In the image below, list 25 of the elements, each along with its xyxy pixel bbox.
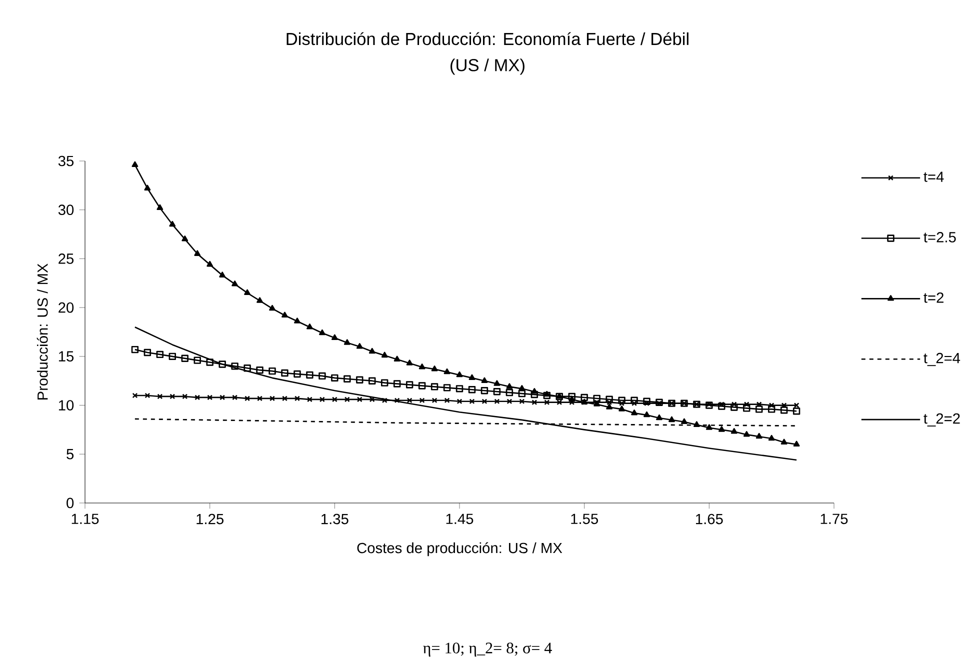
x-tick-label: 1.15: [72, 514, 99, 524]
legend-label: t=4: [924, 172, 944, 182]
x-tick-label: 1.45: [446, 514, 474, 524]
legend-label: t_2=2: [924, 413, 960, 426]
x-tick-label: 1.35: [322, 514, 348, 524]
x-tick-label: 1.65: [696, 514, 723, 524]
y-tick-label: 15: [58, 351, 74, 362]
text: η= 10; η_2= 8; σ= 4: [423, 642, 552, 657]
x-tick-label: 1.55: [571, 514, 598, 524]
x-tick-label: 1.25: [196, 514, 224, 524]
y-tick-label: 20: [58, 302, 74, 313]
y-axis-title: Producción: US / MX: [36, 264, 48, 400]
y-tick-label: 30: [58, 204, 74, 216]
chart-subtitle: (US / MX): [450, 58, 524, 75]
y-tick-label: 35: [58, 156, 74, 166]
x-axis-title: Costes de producción: US / MX: [357, 542, 562, 556]
legend-label: t=2.5: [924, 232, 956, 242]
chart-title: Distribución de Producción: Economía Fuerte / Débil: [286, 32, 688, 46]
legend-label: t_2=4: [924, 352, 960, 366]
legend-label: t=2: [924, 292, 944, 303]
x-tick-label: 1.75: [820, 514, 848, 524]
y-tick-label: 25: [58, 254, 74, 264]
y-tick-label: 10: [58, 400, 74, 410]
y-tick-label: 0: [66, 498, 74, 508]
y-tick-label: 5: [66, 449, 74, 460]
